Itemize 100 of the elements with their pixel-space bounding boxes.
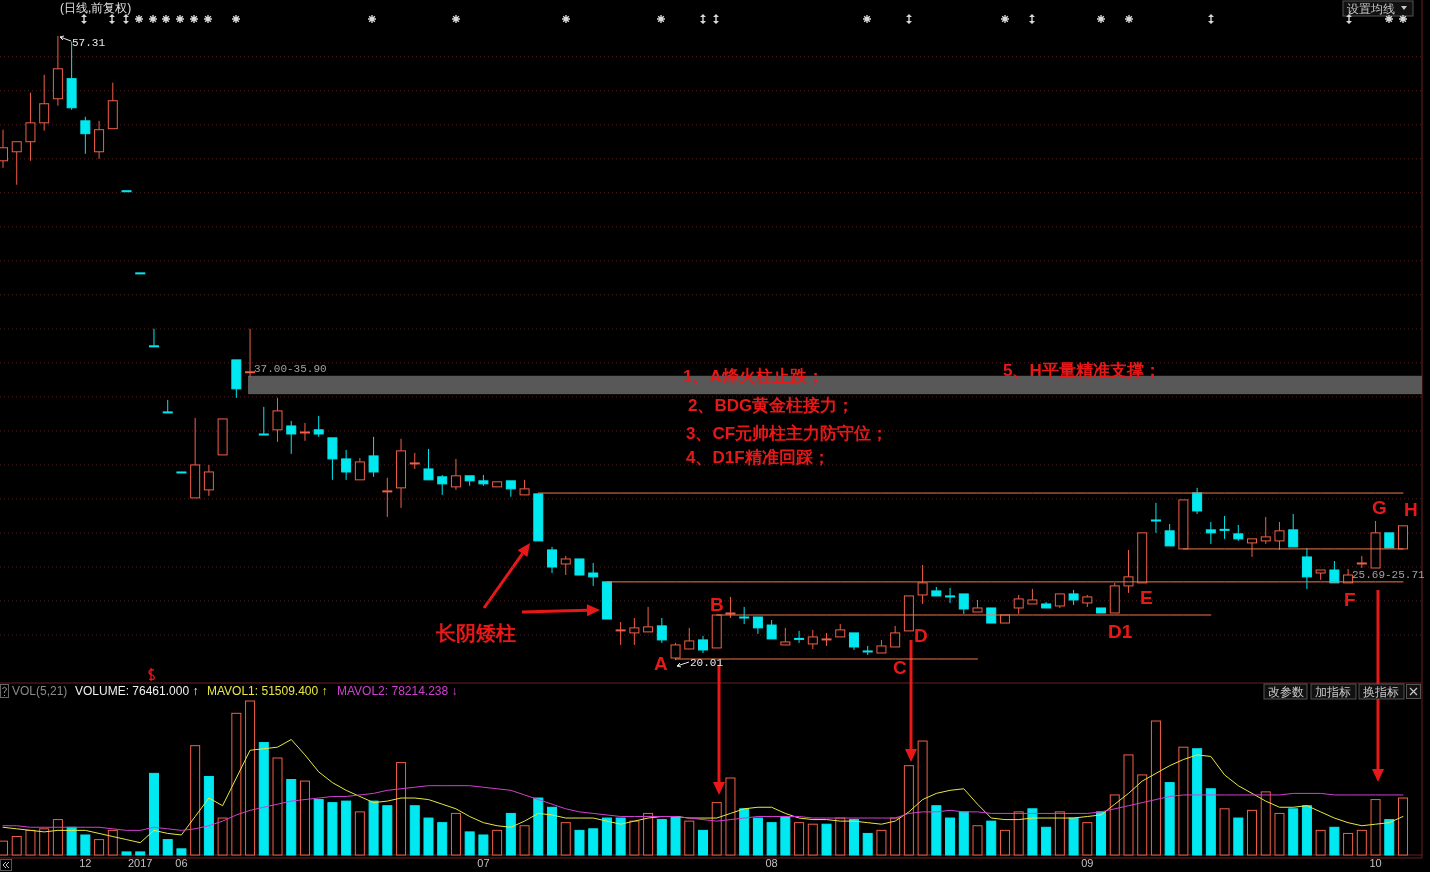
text: 改参数 [1268,685,1304,699]
annotation: 长阴矮柱 [435,622,516,644]
candlestick [217,418,228,456]
bar [711,802,722,856]
candlestick [148,328,159,348]
bar [656,819,667,856]
bar [396,762,407,856]
annotation: 20.01 [690,657,724,669]
annotation: B [710,594,724,615]
candlestick [1137,532,1148,584]
candlestick [1247,538,1258,558]
bar [876,829,887,856]
candlestick [354,457,365,481]
bar [560,822,571,856]
bar [52,819,63,856]
bar [615,817,626,856]
text: VOLUME: 76461.000 ↑ [75,684,199,698]
x-tick-label: 07 [477,857,490,869]
bar [272,757,283,856]
candlestick [547,546,558,574]
bar [1054,811,1065,856]
candlestick [848,632,859,651]
text: MAVOL1: 51509.400 ↑ [207,684,328,698]
candlestick [11,141,22,186]
x-tick-label: 08 [765,857,778,869]
annotation: 4、D1F精准回踩； [686,448,830,467]
bar [409,805,420,856]
text: 设置均线 [1347,2,1395,16]
bar [835,817,846,856]
candlestick [190,417,201,499]
bar [176,848,187,856]
bar [986,820,997,856]
bar [807,823,818,856]
bar [231,712,242,856]
bar [533,797,544,856]
bar [203,775,214,856]
bar [25,829,36,856]
annotation: C [893,657,907,678]
bar [999,829,1010,856]
bar [492,829,503,856]
candlestick [176,471,187,474]
candlestick [1384,532,1395,549]
text: 换指标 [1363,685,1399,699]
bar [601,817,612,856]
bar [327,802,338,856]
bar [1260,791,1271,856]
candlestick [903,595,914,632]
bar [190,745,201,856]
bar [574,829,585,856]
bar [629,820,640,856]
candlestick [464,475,475,487]
bar [1274,812,1285,856]
candlestick [39,74,50,132]
bar [547,806,558,856]
annotation: 57.31 [72,37,106,49]
candlestick [203,464,214,497]
bar [94,839,105,856]
bar [464,831,475,856]
candlestick [629,617,640,646]
bar [135,851,146,856]
bar [670,816,681,856]
candlestick [1096,607,1107,614]
candlestick [135,272,146,275]
bar [107,829,118,856]
chart-title: (日线,前复权) [60,1,132,15]
bar [1288,808,1299,856]
annotation: D [914,625,928,646]
bar [931,805,942,856]
bar [739,808,750,856]
x-tick-label: 09 [1081,857,1094,869]
bar [1096,811,1107,856]
candlestick [1288,513,1299,548]
bar [299,780,310,856]
candlestick [423,448,434,481]
bar [478,834,489,856]
x-tick-label: 06 [175,857,188,869]
bar [1109,794,1120,856]
candlestick [121,190,132,193]
annotation: D1 [1108,621,1133,642]
candlestick [245,328,256,378]
bar [341,800,352,856]
bar [148,772,159,856]
bar [972,825,983,856]
bar [821,823,832,856]
bar [903,765,914,856]
legend-title: VOL(5,21) [12,684,68,698]
bar [945,817,956,856]
bar [519,825,530,856]
bar [917,740,928,856]
annotation: 25.69-25.71 [1352,569,1426,581]
bar [780,816,791,856]
candlestick [450,458,461,491]
bar [505,812,516,856]
candlestick [162,399,173,414]
candlestick [601,581,612,620]
bar [643,812,654,856]
bar [245,700,256,856]
bar [423,817,434,856]
candlestick [231,359,242,399]
candlestick [574,558,585,576]
